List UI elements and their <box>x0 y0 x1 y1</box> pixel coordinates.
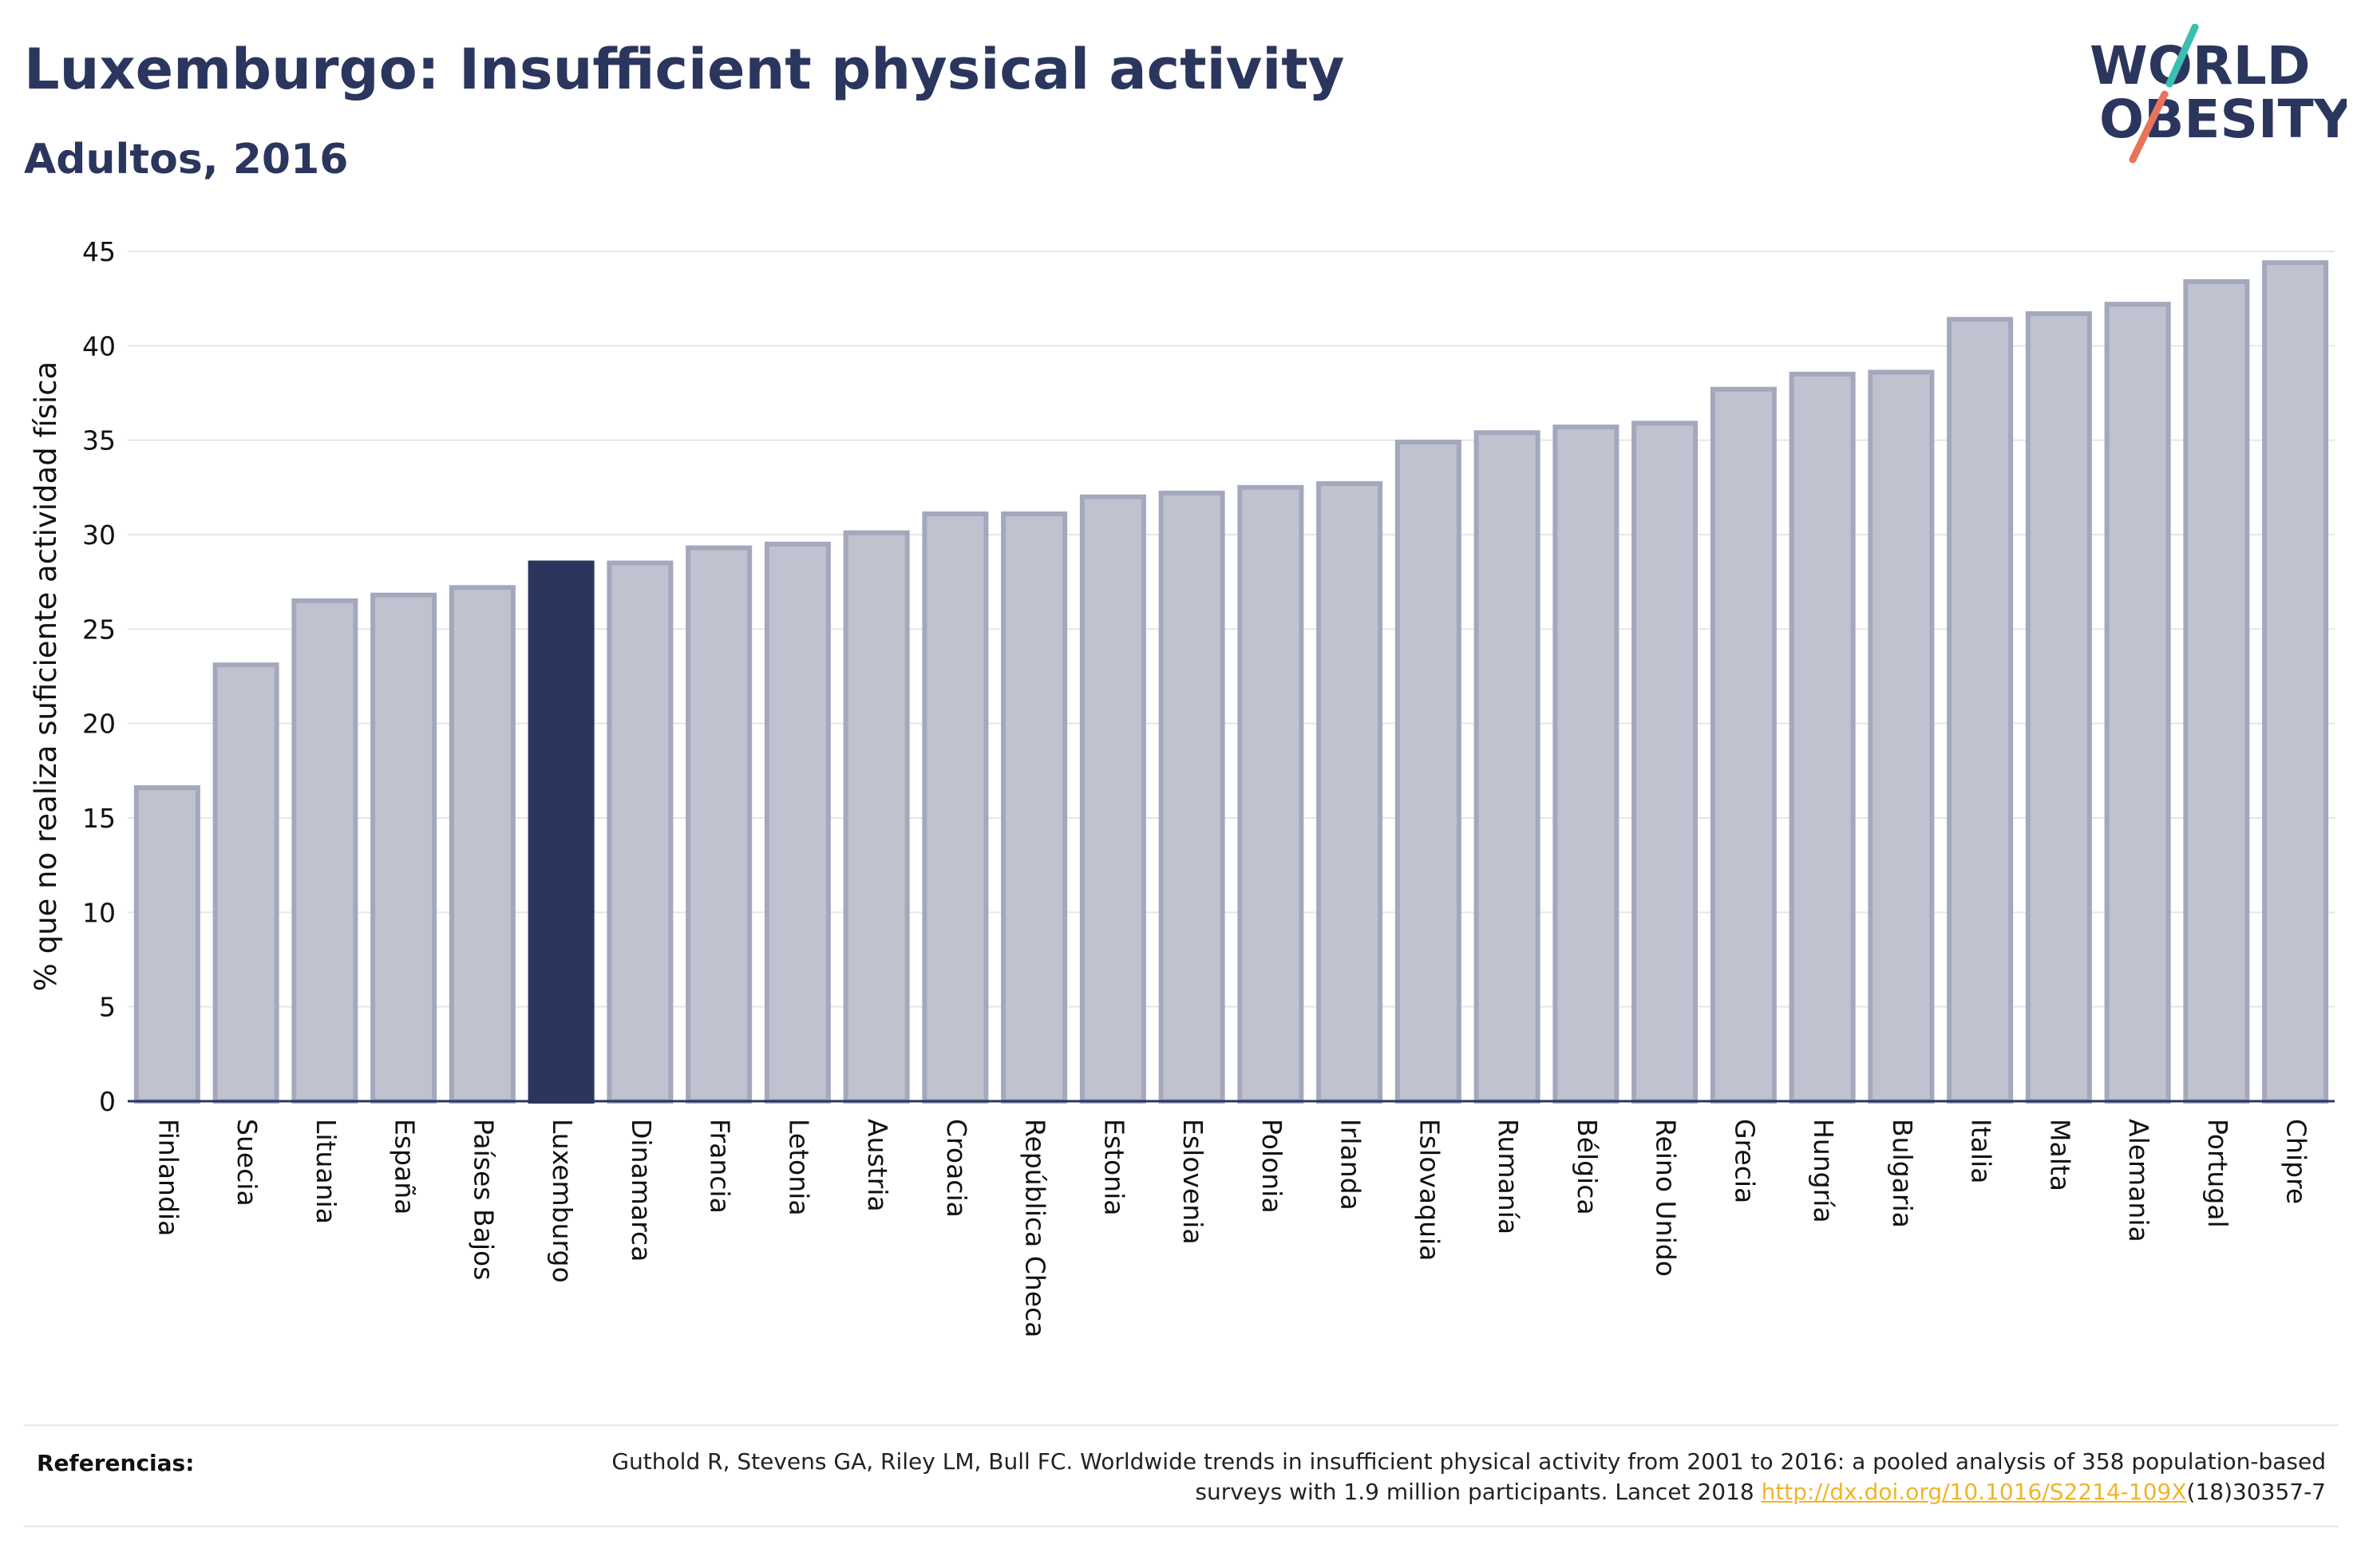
bar-letonia <box>764 541 831 1104</box>
x-tick-label: Bulgaria <box>1887 1119 1918 1228</box>
y-tick-label: 20 <box>82 709 116 740</box>
x-tick-label: Hungría <box>1808 1119 1839 1223</box>
x-tick-label: Francia <box>705 1119 736 1214</box>
x-tick-label: Chipre <box>2281 1119 2312 1204</box>
x-tick-label: Eslovenia <box>1177 1119 1208 1245</box>
x-tick-label: Alemania <box>2123 1119 2154 1242</box>
x-tick-label: Irlanda <box>1335 1119 1366 1211</box>
y-tick-label: 35 <box>82 425 116 456</box>
x-tick-label: Croacia <box>941 1119 972 1218</box>
bar-finlandia <box>133 785 200 1104</box>
y-tick-label: 40 <box>82 330 116 361</box>
bar-eslovenia <box>1158 490 1225 1104</box>
bar-países-bajos <box>449 585 516 1104</box>
bar-francia <box>686 545 753 1104</box>
x-tick-label: España <box>390 1119 421 1215</box>
y-tick-label: 45 <box>82 236 116 267</box>
category-labels: Finlandia Suecia Lituania España Países Bajo… <box>152 1119 2312 1337</box>
logo-text-world: WORLD <box>2090 35 2311 97</box>
x-tick-label: Malta <box>2044 1119 2075 1191</box>
x-tick-label: Lituania <box>310 1119 342 1224</box>
logo-slash-bottom <box>2129 90 2169 164</box>
reference-citation: Guthold R, Stevens GA, Riley LM, Bull FC… <box>611 1448 2326 1505</box>
x-tick-label: Reino Unido <box>1651 1119 1682 1277</box>
bar-estonia <box>1079 494 1146 1104</box>
x-tick-label: Austria <box>862 1119 893 1212</box>
bar-bulgaria <box>1868 369 1935 1104</box>
y-tick-label: 30 <box>82 519 116 551</box>
x-tick-label: Luxemburgo <box>547 1119 578 1283</box>
bar-portugal <box>2183 278 2250 1104</box>
bar-hungría <box>1789 371 1856 1104</box>
bar-lituania <box>291 598 358 1104</box>
y-axis-title: % que no realiza suficiente actividad fí… <box>29 361 63 992</box>
axes: 0 5 10 15 20 25 30 35 40 45 <box>82 236 2335 1117</box>
references-text: Guthold R, Stevens GA, Riley LM, Bull FC… <box>570 1447 2326 1507</box>
y-tick-label: 25 <box>82 614 116 645</box>
y-tick-label: 0 <box>99 1086 116 1117</box>
bar-eslovaquia <box>1394 440 1461 1104</box>
chart-title: Luxemburgo: Insufficient physical activi… <box>24 37 1345 102</box>
x-tick-label: Portugal <box>2202 1119 2233 1228</box>
references-label: Referencias: <box>37 1450 195 1476</box>
world-obesity-logo: WORLD OBESITY <box>2090 24 2347 164</box>
x-tick-label: Bélgica <box>1572 1119 1603 1215</box>
x-tick-label: Estonia <box>1098 1119 1129 1215</box>
bar-república-checa <box>1001 511 1068 1104</box>
logo-text-obesity: OBESITY <box>2099 89 2347 150</box>
logo-slash-top <box>2165 24 2199 88</box>
x-tick-label: Polonia <box>1256 1119 1287 1214</box>
bar-alemania <box>2104 302 2171 1104</box>
x-tick-label: Letonia <box>783 1119 814 1216</box>
references-section: Referencias: Guthold R, Stevens GA, Rile… <box>24 1424 2339 1527</box>
reference-link[interactable]: http://dx.doi.org/10.1016/S2214-109X <box>1761 1479 2187 1505</box>
bar-italia <box>1947 317 2014 1104</box>
bars <box>133 260 2329 1104</box>
x-tick-label: República Checa <box>1020 1119 1051 1337</box>
y-tick-label: 5 <box>99 992 116 1023</box>
bar-bélgica <box>1552 425 1619 1104</box>
bar-dinamarca <box>607 560 674 1104</box>
bar-reino-unido <box>1631 421 1699 1104</box>
bar-croacia <box>922 511 989 1104</box>
y-tick-label: 10 <box>82 897 116 928</box>
bar-chipre <box>2262 260 2329 1104</box>
x-tick-label: Grecia <box>1729 1119 1760 1203</box>
bar-rumanía <box>1473 430 1540 1104</box>
bar-suecia <box>212 662 279 1104</box>
y-tick-label: 15 <box>82 803 116 834</box>
x-tick-label: Suecia <box>231 1119 263 1207</box>
bar-grecia <box>1710 386 1777 1104</box>
x-tick-label: Eslovaquia <box>1414 1119 1445 1261</box>
bar-malta <box>2025 311 2092 1104</box>
x-tick-label: Dinamarca <box>626 1119 657 1262</box>
bar-chart: 0 5 10 15 20 25 30 35 40 45 Finlandia Suecia Lituan… <box>29 236 2335 1337</box>
bar-polonia <box>1237 484 1304 1104</box>
x-tick-label: Finlandia <box>152 1119 184 1236</box>
bar-luxemburgo <box>528 560 595 1104</box>
x-tick-label: Países Bajos <box>468 1119 499 1280</box>
x-tick-label: Rumanía <box>1493 1119 1524 1234</box>
x-tick-label: Italia <box>1966 1119 1997 1183</box>
bar-españa <box>370 592 437 1104</box>
reference-citation-suffix: (18)30357-7 <box>2186 1479 2326 1505</box>
bar-irlanda <box>1316 481 1383 1104</box>
chart-subtitle: Adultos, 2016 <box>24 136 349 184</box>
bar-austria <box>843 530 910 1104</box>
